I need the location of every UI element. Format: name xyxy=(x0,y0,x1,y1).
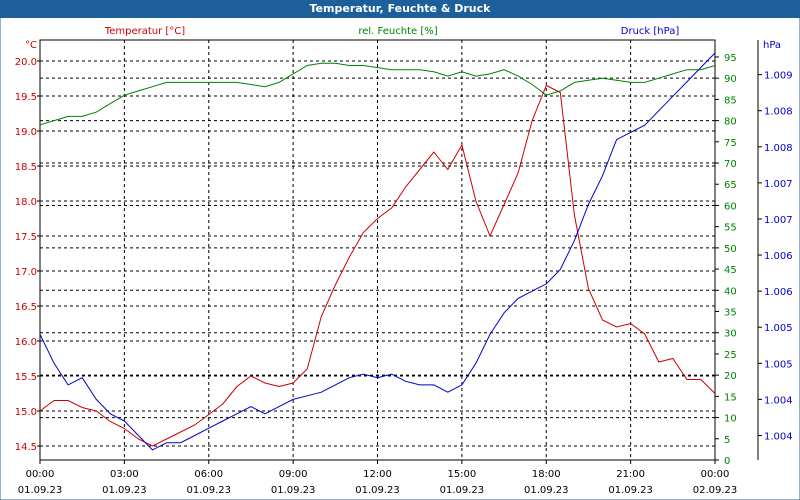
time-tick-label: 03:00 xyxy=(110,469,139,480)
pressure-unit: hPa xyxy=(763,40,781,51)
date-tick-label: 01.09.23 xyxy=(102,485,147,496)
pressure-series-line xyxy=(39,52,716,451)
humidity-tick-label: 55 xyxy=(724,223,737,234)
pressure-tick-label: 1.005 xyxy=(764,323,793,334)
pressure-tick-label: 1.007 xyxy=(764,215,793,226)
date-tick-label: 01.09.23 xyxy=(18,485,63,496)
time-tick-label: 06:00 xyxy=(194,469,223,480)
time-tick-label: 18:00 xyxy=(532,469,561,480)
pressure-axis: 1.009 1.008 1.008 1.007 1.007 1.006 1.006 1.005… xyxy=(757,40,793,460)
temperature-tick-label: 20.0 xyxy=(15,57,37,68)
temperature-tick-label: 14.5 xyxy=(15,442,37,453)
legend-temperature: Temperatur [°C] xyxy=(104,26,185,37)
time-tick-label: 12:00 xyxy=(363,469,392,480)
humidity-tick-label: 35 xyxy=(724,308,737,319)
date-tick-label: 01.09.23 xyxy=(524,485,569,496)
temperature-tick-label: 16.5 xyxy=(15,302,37,313)
humidity-tick-label: 10 xyxy=(724,414,737,425)
temperature-series-line xyxy=(39,84,716,447)
date-tick-label: 01.09.23 xyxy=(271,485,316,496)
humidity-tick-label: 95 xyxy=(724,53,737,64)
humidity-tick-label: 0 xyxy=(724,456,730,467)
humidity-tick-label: 65 xyxy=(724,180,737,191)
humidity-tick-label: 20 xyxy=(724,371,737,382)
pressure-tick-label: 1.006 xyxy=(764,287,793,298)
humidity-tick-label: 80 xyxy=(724,117,737,128)
humidity-tick-label: 60 xyxy=(724,201,737,212)
time-tick-label: 21:00 xyxy=(616,469,645,480)
humidity-tick-label: 75 xyxy=(724,138,737,149)
legend-pressure: Druck [hPa] xyxy=(621,26,680,37)
chart-title: Temperatur, Feuchte & Druck xyxy=(0,0,800,18)
temperature-unit: °C xyxy=(25,40,37,51)
humidity-tick-label: 5 xyxy=(724,435,730,446)
temperature-tick-label: 17.0 xyxy=(15,267,37,278)
date-tick-label: 01.09.23 xyxy=(608,485,653,496)
temperature-tick-label: 18.5 xyxy=(15,162,37,173)
humidity-tick-label: 70 xyxy=(724,159,737,170)
humidity-tick-label: 25 xyxy=(724,350,737,361)
humidity-tick-label: 85 xyxy=(724,95,737,106)
time-axis: 00:00 01.09.23 03:00 01.09.23 06:00 01.09.23 0… xyxy=(18,460,738,496)
humidity-tick-label: 50 xyxy=(724,244,737,255)
temperature-tick-label: 18.0 xyxy=(15,197,37,208)
date-tick-label: 01.09.23 xyxy=(440,485,485,496)
legend-humidity: rel. Feuchte [%] xyxy=(358,26,437,37)
pressure-tick-label: 1.004 xyxy=(764,395,793,406)
grid xyxy=(40,40,715,460)
pressure-tick-label: 1.009 xyxy=(764,71,793,82)
pressure-tick-label: 1.008 xyxy=(764,143,793,154)
pressure-tick-label: 1.004 xyxy=(764,431,793,442)
temperature-tick-label: 19.0 xyxy=(15,127,37,138)
date-tick-label: 01.09.23 xyxy=(186,485,231,496)
time-tick-label: 09:00 xyxy=(279,469,308,480)
pressure-tick-label: 1.005 xyxy=(764,359,793,370)
time-tick-label: 00:00 xyxy=(26,469,55,480)
humidity-tick-label: 40 xyxy=(724,286,737,297)
humidity-tick-label: 90 xyxy=(724,74,737,85)
temperature-tick-label: 15.0 xyxy=(15,407,37,418)
temperature-tick-label: 19.5 xyxy=(15,92,37,103)
humidity-tick-label: 45 xyxy=(724,265,737,276)
temperature-tick-label: 15.5 xyxy=(15,372,37,383)
pressure-tick-label: 1.008 xyxy=(764,107,793,118)
humidity-series-line xyxy=(39,62,716,126)
temperature-tick-label: 16.0 xyxy=(15,337,37,348)
temperature-axis: 20.0 19.5 19.0 18.5 18.0 17.5 17.0 16.5 16.0 15.5… xyxy=(15,57,40,453)
time-tick-label: 15:00 xyxy=(447,469,476,480)
pressure-tick-label: 1.006 xyxy=(764,251,793,262)
humidity-tick-label: 30 xyxy=(724,329,737,340)
date-tick-label: 02.09.23 xyxy=(693,485,738,496)
humidity-tick-label: 15 xyxy=(724,392,737,403)
pressure-tick-label: 1.007 xyxy=(764,179,793,190)
series-layer xyxy=(39,52,716,451)
time-tick-label: 00:00 xyxy=(701,469,730,480)
temperature-tick-label: 17.5 xyxy=(15,232,37,243)
date-tick-label: 01.09.23 xyxy=(355,485,400,496)
